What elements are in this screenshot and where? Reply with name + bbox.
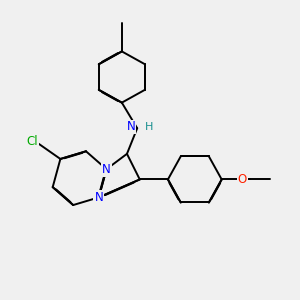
Text: N: N (126, 121, 135, 134)
Text: N: N (94, 191, 103, 204)
Text: N: N (102, 163, 111, 176)
Text: H: H (145, 122, 153, 132)
Text: O: O (238, 173, 247, 186)
Text: Cl: Cl (26, 134, 38, 148)
